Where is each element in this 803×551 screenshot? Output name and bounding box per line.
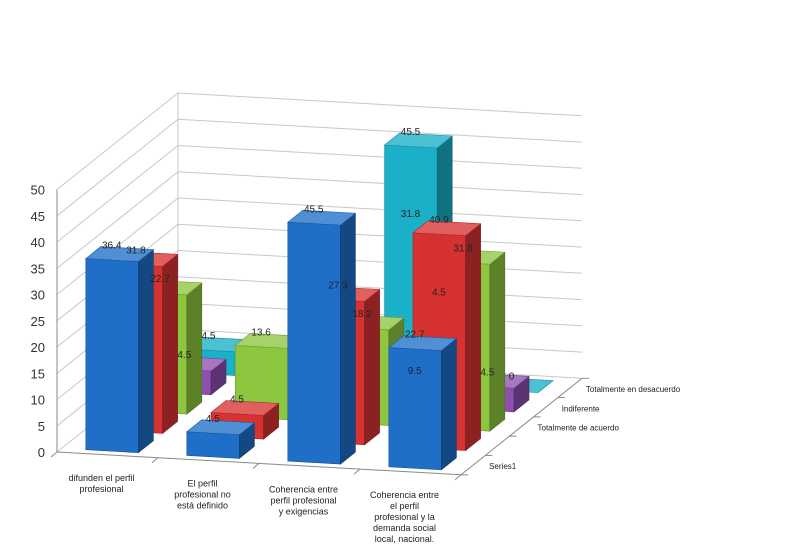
- bar-top-face: [383, 132, 454, 149]
- category-label-line: está definido: [177, 501, 228, 511]
- bar-front-face: [287, 221, 341, 465]
- bars-group: [85, 132, 554, 471]
- y-tick-label: 40: [31, 235, 45, 250]
- data-label: 4.5: [206, 414, 220, 425]
- data-label: 45.5: [401, 127, 421, 138]
- data-label: 4.5: [230, 395, 244, 406]
- category-label-line: y exigencias: [279, 506, 329, 516]
- bar-top-face: [210, 400, 280, 416]
- value-labels: 4.5 45.5 0 4.5 4.5 22.7 13.6 18.2 31.8 31.8 4.5 27.…: [102, 127, 515, 425]
- bar-top-face: [185, 419, 256, 436]
- category-label-line: el perfil: [390, 501, 419, 511]
- data-label: 4.5: [177, 350, 191, 361]
- data-label: 13.6: [251, 327, 271, 338]
- bar: [185, 419, 256, 460]
- data-label: 27.3: [328, 281, 348, 292]
- gridline: [56, 92, 583, 190]
- category-label-line: profesional no: [174, 490, 231, 500]
- x-tick-mark: [454, 474, 462, 481]
- data-label: 4.5: [432, 287, 446, 298]
- category-label: Coherencia entre el perfil profesional y l…: [370, 490, 439, 544]
- category-label: El perfil profesional no está definido: [174, 479, 231, 511]
- series-label: Indiferente: [562, 404, 600, 413]
- y-tick-label: 0: [38, 445, 45, 460]
- category-label-line: El perfil: [187, 479, 217, 489]
- data-label: 4.5: [480, 367, 494, 378]
- data-label: 36.4: [102, 241, 122, 252]
- bar: [85, 246, 155, 454]
- x-tick-mark: [252, 463, 260, 469]
- category-label: difunden el perfil profesional: [68, 473, 134, 494]
- y-tick-label: 20: [31, 340, 45, 355]
- bar-side-face: [186, 282, 203, 415]
- category-label-line: Coherencia entre: [370, 490, 439, 500]
- series-labels: Totalmente en desacuerdo Indiferente Total…: [489, 385, 681, 471]
- y-tick-label: 50: [31, 183, 45, 198]
- gridline: [56, 118, 583, 217]
- category-label-line: profesional y la: [374, 512, 435, 522]
- category-label-line: local, nacional.: [375, 534, 435, 544]
- category-label-line: Coherencia entre: [269, 484, 338, 494]
- y-tick-label: 45: [31, 209, 45, 224]
- bar: [286, 209, 357, 465]
- y-axis: 0 5 10 15 20 25 30 35 40 45 50: [31, 183, 45, 461]
- series-label: Totalmente en desacuerdo: [586, 385, 681, 394]
- data-label: 31.8: [126, 246, 146, 257]
- category-label-line: profesional: [79, 484, 123, 494]
- data-label: 45.5: [304, 204, 324, 215]
- data-label: 31.8: [453, 243, 473, 254]
- bar-top-face: [412, 220, 482, 237]
- y-tick-label: 35: [31, 261, 45, 276]
- bar-side-face: [441, 337, 457, 471]
- data-label: 31.8: [401, 209, 421, 220]
- data-label: 9.5: [408, 366, 422, 377]
- category-label-line: perfil profesional: [270, 495, 336, 505]
- bar-top-face: [85, 246, 155, 262]
- series-label: Series1: [489, 462, 517, 471]
- bar-side-face: [340, 212, 356, 465]
- bar-front-face: [85, 258, 139, 454]
- bar-front-face: [186, 431, 240, 459]
- category-label-line: difunden el perfil: [68, 473, 134, 483]
- data-label: 22.7: [405, 330, 425, 341]
- x-tick-mark: [353, 468, 361, 475]
- bar: [387, 335, 458, 471]
- y-tick-label: 15: [31, 366, 45, 381]
- y-tick-label: 10: [31, 393, 45, 408]
- x-tick-mark: [151, 457, 159, 464]
- series-label: Totalmente de acuerdo: [538, 424, 620, 433]
- y-tick-label: 25: [31, 314, 45, 329]
- data-label: 0: [509, 372, 515, 383]
- bar-top-face: [387, 335, 458, 351]
- data-label: 22.7: [150, 274, 170, 285]
- bar-side-face: [489, 251, 506, 432]
- data-label: 40.9: [429, 215, 449, 226]
- category-label-line: demanda social: [373, 523, 436, 533]
- data-label: 18.2: [352, 309, 372, 320]
- y-tick-label: 5: [38, 419, 45, 434]
- bar-top-face: [286, 209, 357, 226]
- category-label: Coherencia entre perfil profesional y exig…: [269, 484, 338, 516]
- x-tick-mark: [50, 451, 58, 458]
- bar-side-face: [465, 223, 481, 452]
- data-label: 4.5: [202, 331, 216, 342]
- y-tick-label: 30: [31, 288, 45, 303]
